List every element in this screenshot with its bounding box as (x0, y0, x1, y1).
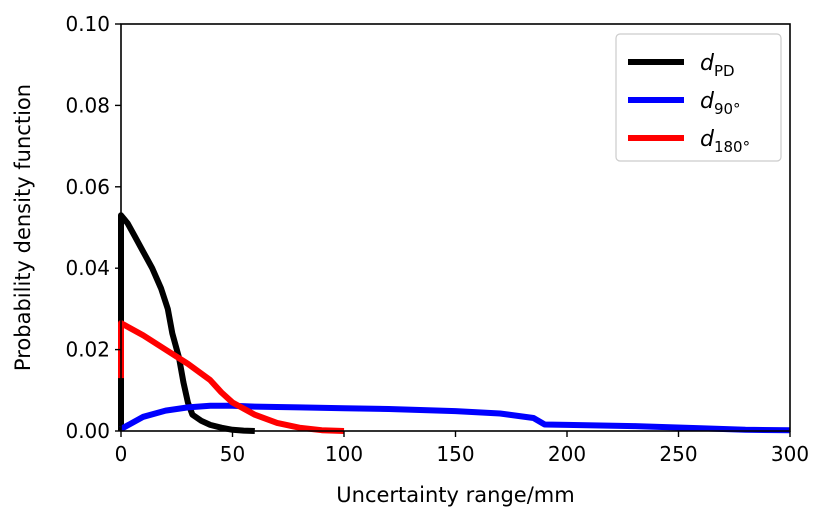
x-tick-label: 200 (548, 442, 586, 466)
legend: dPD d90° d180° (615, 33, 782, 162)
y-tick-label: 0.08 (65, 93, 110, 117)
legend-box (615, 33, 782, 162)
y-tick-label: 0.00 (65, 419, 110, 443)
x-tick-label: 150 (436, 442, 474, 466)
series-line-0 (118, 212, 255, 434)
legend-label-0: dPD (700, 51, 735, 80)
legend-label-1: d90° (700, 89, 741, 118)
x-axis-ticks: 0 50 100 150 200 250 300 (115, 431, 809, 466)
y-tick-label: 0.02 (65, 338, 110, 362)
y-axis-ticks: 0.00 0.02 0.04 0.06 0.08 0.10 (65, 12, 121, 443)
x-tick-label: 250 (659, 442, 697, 466)
series-line-2 (118, 320, 345, 434)
x-tick-label: 100 (325, 442, 363, 466)
legend-label-2: d180° (700, 127, 750, 156)
y-axis-label: Probability density function (11, 84, 35, 371)
x-tick-label: 50 (220, 442, 245, 466)
y-tick-label: 0.06 (65, 175, 110, 199)
x-tick-label: 0 (115, 442, 128, 466)
plot-lines (118, 212, 791, 434)
y-tick-label: 0.10 (65, 12, 110, 36)
x-axis-label: Uncertainty range/mm (336, 483, 574, 507)
x-tick-label: 300 (771, 442, 809, 466)
series-line-1 (119, 402, 791, 434)
y-tick-label: 0.04 (65, 256, 110, 280)
